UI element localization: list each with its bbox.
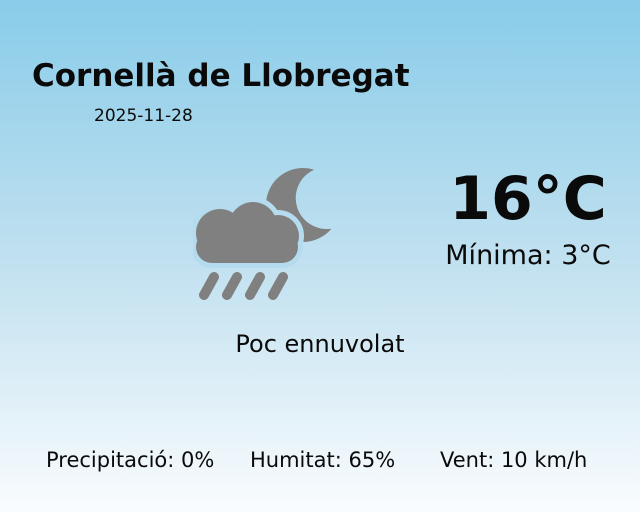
- weather-icon-container: [191, 166, 345, 300]
- condition-text: Poc ennuvolat: [235, 330, 405, 358]
- wind-stat: Vent: 10 km/h: [440, 448, 588, 472]
- location-title: Cornellà de Llobregat: [32, 58, 410, 94]
- humidity-stat: Humitat: 65%: [250, 448, 396, 472]
- current-temperature: 16°C: [449, 164, 607, 234]
- cloud-shape: [196, 202, 299, 263]
- precipitation-stat: Precipitació: 0%: [46, 448, 215, 472]
- minimum-temperature: Mínima: 3°C: [445, 240, 611, 271]
- cloud-moon-rain-icon: [191, 167, 332, 300]
- rain-streaks: [199, 272, 288, 300]
- forecast-date: 2025-11-28: [94, 106, 193, 126]
